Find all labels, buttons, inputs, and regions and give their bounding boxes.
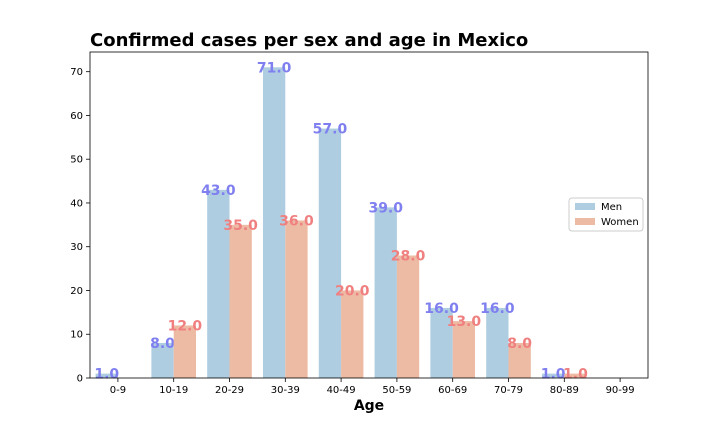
x-tick-label-80-89: 80-89 [550,385,579,396]
plot-area: 1.0 8.0 43.0 71.0 57.0 39.0 16.0 16.0 1.0 12.0 35.… [70,51,649,396]
x-axis-title: Age [354,398,384,414]
bar-men-40-49 [318,128,342,378]
bar-women-50-59 [396,255,420,378]
bar-women-20-29 [229,224,252,378]
data-label-women-70-79: 8.0 [507,336,532,352]
legend-swatch-women [575,218,595,225]
bar-women-80-89 [564,373,587,378]
bar-men-0-9 [95,373,118,378]
data-label-women-60-69: 13.0 [447,314,482,330]
x-tick-label-30-39: 30-39 [271,385,300,396]
bar-men-10-19 [151,342,174,378]
bar-men-80-89 [541,373,565,378]
x-tick-label-50-59: 50-59 [382,385,411,396]
bar-women-60-69 [452,321,476,378]
data-label-men-60-69: 16.0 [424,301,459,317]
y-tick-label-30: 30 [70,242,83,253]
bar-men-50-59 [374,207,397,378]
data-label-women-80-89: 1.0 [563,367,588,383]
bar-women-70-79 [508,342,531,378]
x-tick-label-10-19: 10-19 [159,385,188,396]
data-label-men-80-89: 1.0 [541,367,566,383]
x-tick-label-70-79: 70-79 [494,385,523,396]
bar-men-30-39 [262,67,286,378]
data-label-men-40-49: 57.0 [313,122,348,138]
series-women: 12.0 35.0 36.0 20.0 28.0 13.0 8.0 1.0 [168,213,589,382]
data-label-women-10-19: 12.0 [168,318,203,334]
bar-men-20-29 [207,189,230,378]
plot-frame [89,51,649,379]
y-tick-label-0: 0 [77,374,83,385]
data-label-men-0-9: 1.0 [94,367,119,383]
data-label-women-20-29: 35.0 [223,218,258,234]
y-tick-label-40: 40 [70,198,83,209]
y-tick-label-60: 60 [70,111,83,122]
series-men: 1.0 8.0 43.0 71.0 57.0 39.0 16.0 16.0 1.0 [94,60,565,382]
x-tick-label-90-99: 90-99 [606,385,635,396]
bar-men-60-69 [430,307,453,378]
legend-label-women: Women [601,217,639,228]
data-label-women-50-59: 28.0 [391,248,426,264]
data-label-men-30-39: 71.0 [257,60,292,76]
bar-men-70-79 [486,307,509,378]
x-tick-label-40-49: 40-49 [327,385,356,396]
bar-women-40-49 [341,290,364,378]
data-label-women-40-49: 20.0 [335,283,370,299]
x-tick-label-60-69: 60-69 [438,385,467,396]
legend: Men Women [568,197,644,232]
data-label-men-10-19: 8.0 [150,336,175,352]
x-tick-label-20-29: 20-29 [215,385,244,396]
bar-women-30-39 [285,220,308,378]
chart-title: Confirmed cases per sex and age in Mexic… [90,30,528,51]
data-label-men-70-79: 16.0 [480,301,515,317]
data-label-men-50-59: 39.0 [368,200,403,216]
y-tick-label-20: 20 [70,286,83,297]
legend-swatch-men [575,203,595,210]
y-tick-label-70: 70 [70,67,83,78]
data-label-women-30-39: 36.0 [279,213,314,229]
x-tick-label-0-9: 0-9 [110,385,126,396]
legend-label-men: Men [601,202,622,213]
data-label-men-20-29: 43.0 [201,183,236,199]
y-tick-label-50: 50 [70,155,83,166]
y-tick-label-10: 10 [70,330,83,341]
bar-women-10-19 [173,325,197,378]
